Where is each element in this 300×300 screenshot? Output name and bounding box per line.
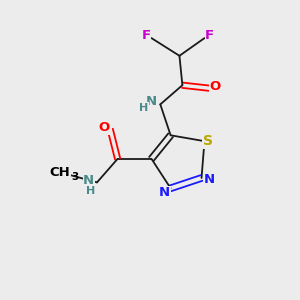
Text: CH: CH <box>50 166 70 178</box>
Text: O: O <box>210 80 221 93</box>
Text: F: F <box>142 29 151 42</box>
Text: N: N <box>83 174 94 188</box>
Text: F: F <box>205 29 214 42</box>
Text: N: N <box>146 95 157 108</box>
Text: O: O <box>98 122 110 134</box>
Text: S: S <box>203 134 213 148</box>
Text: H: H <box>140 103 149 113</box>
Text: 3: 3 <box>71 172 79 182</box>
Text: N: N <box>159 186 170 199</box>
Text: H: H <box>86 186 95 196</box>
Text: N: N <box>203 173 214 186</box>
